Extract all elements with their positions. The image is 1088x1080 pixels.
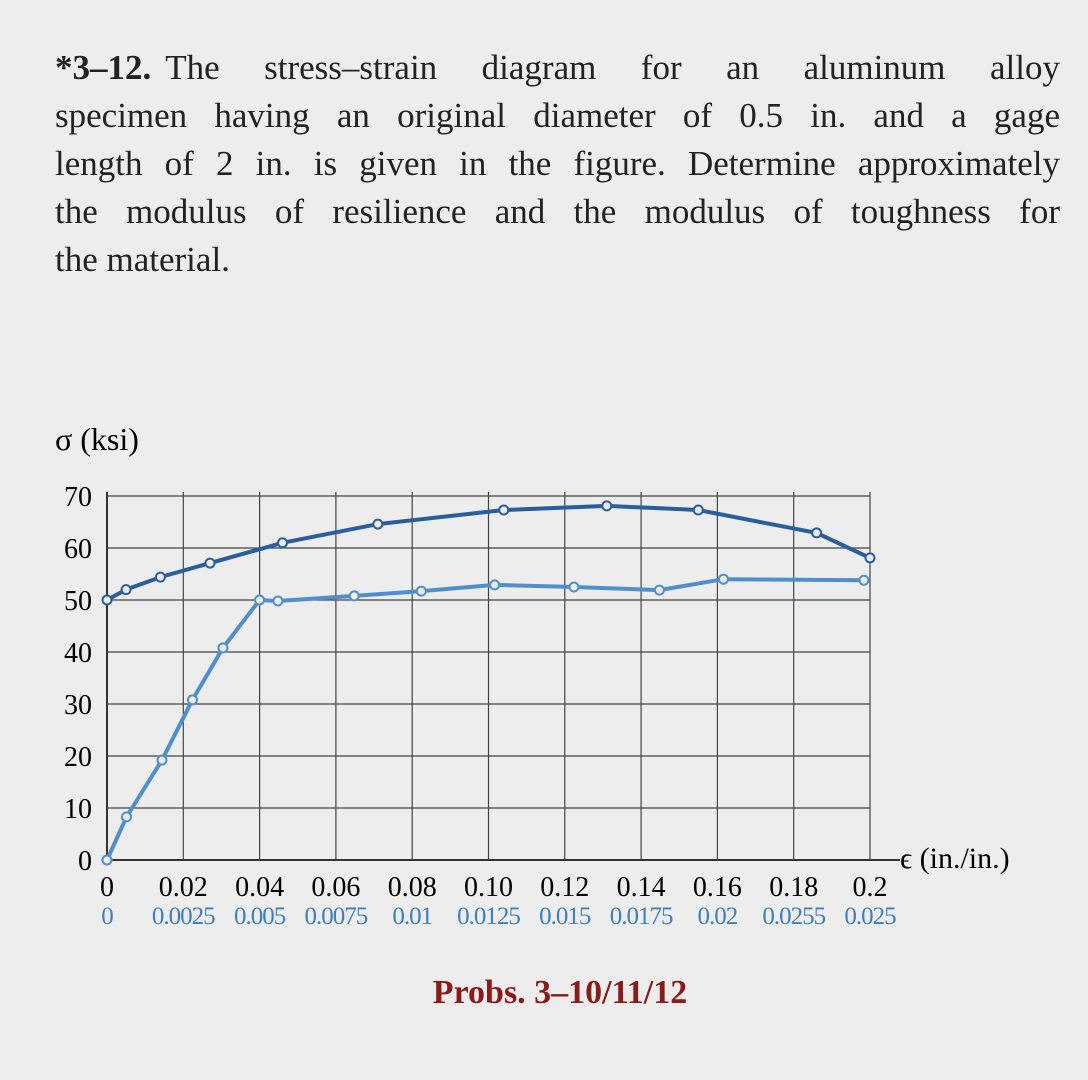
x-tick-label: 0.08: [388, 872, 437, 903]
x2-tick-label: 0.0025: [152, 903, 215, 930]
y-tick-label: 0: [78, 846, 92, 877]
problem-line: the material.: [55, 240, 230, 279]
data-point: [121, 811, 133, 823]
caption: Probs. 3–10/11/12: [433, 974, 687, 1011]
x2-tick-label: 0.025: [844, 903, 896, 930]
x2-tick-label: 0.0255: [762, 903, 825, 930]
y-tick-label: 40: [64, 638, 92, 669]
data-point: [653, 584, 665, 596]
y-tick-label: 70: [64, 482, 92, 513]
y-axis-label: σ (ksi): [55, 421, 139, 457]
problem-line: *3–12. The stress–strain diagram for an a…: [55, 44, 1060, 92]
data-point: [348, 590, 360, 602]
x2-tick-label: 0.02: [698, 903, 738, 930]
y-tick-label: 10: [64, 794, 92, 825]
data-point: [217, 642, 229, 654]
x-tick-label: 0.06: [311, 872, 360, 903]
problem-line: the modulus of resilience and the modulu…: [55, 192, 1060, 231]
x2-tick-label: 0.0075: [305, 903, 368, 930]
data-point: [204, 557, 216, 569]
problem-line: specimen having an original diameter of …: [55, 96, 1060, 135]
data-point: [156, 754, 168, 766]
data-point: [489, 579, 501, 591]
data-point: [254, 594, 266, 606]
x-axis-label: ϵ (in./in.): [900, 842, 1010, 875]
x2-tick-label: 0.005: [234, 903, 286, 930]
series-line: [105, 577, 864, 861]
y-tick-label: 60: [64, 534, 92, 565]
data-point: [811, 527, 823, 539]
y-tick-label: 30: [64, 690, 92, 721]
data-point: [276, 537, 288, 549]
data-point: [101, 594, 113, 606]
x-tick-label: 0.14: [617, 872, 666, 903]
x2-tick-label: 0.01: [392, 903, 432, 930]
data-point: [154, 571, 166, 583]
problem-text: The stress–strain diagram for an aluminu…: [165, 48, 1060, 87]
problem-line: length of 2 in. is given in the figure. …: [55, 144, 1060, 183]
x-tick-label: 0.16: [693, 872, 742, 903]
x-tick-label: 0.04: [235, 872, 284, 903]
data-point: [186, 694, 198, 706]
x2-tick-label: 0.015: [539, 903, 591, 930]
x-tick-label: 0.02: [159, 872, 208, 903]
y-tick-label: 50: [64, 586, 92, 617]
data-point: [498, 504, 510, 516]
data-point: [120, 584, 132, 596]
data-point: [864, 552, 876, 564]
x2-tick-label: 0: [101, 903, 113, 930]
data-point: [692, 504, 704, 516]
data-point: [568, 581, 580, 593]
data-point: [601, 500, 613, 512]
data-point: [272, 595, 284, 607]
x-tick-label: 0: [100, 872, 114, 903]
y-tick-label: 20: [64, 742, 92, 773]
data-point: [718, 573, 730, 585]
x-tick-label: 0.18: [769, 872, 818, 903]
data-point: [372, 518, 384, 530]
x-tick-label: 0.10: [464, 872, 513, 903]
x2-tick-label: 0.0125: [457, 903, 520, 930]
problem-number: *3–12.: [55, 48, 152, 87]
x-tick-label: 0.2: [853, 872, 888, 903]
data-point: [858, 574, 870, 586]
x-tick-label: 0.12: [540, 872, 589, 903]
data-point: [415, 585, 427, 597]
problem: *3–12. The stress–strain diagram for an a…: [55, 44, 1060, 284]
data-point: [101, 854, 113, 866]
x2-tick-label: 0.0175: [610, 903, 673, 930]
